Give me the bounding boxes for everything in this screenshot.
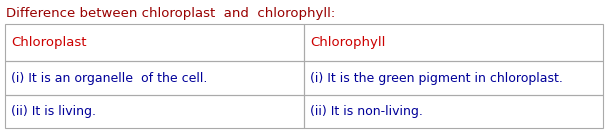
Text: Difference between chloroplast  and  chlorophyll:: Difference between chloroplast and chlor… xyxy=(6,7,335,20)
Text: (i) It is the green pigment in chloroplast.: (i) It is the green pigment in chloropla… xyxy=(310,72,563,85)
Bar xyxy=(5,24,304,61)
Text: (ii) It is living.: (ii) It is living. xyxy=(11,105,96,118)
Text: Chloroplast: Chloroplast xyxy=(11,36,86,49)
Bar xyxy=(304,95,603,128)
Text: (i) It is an organelle  of the cell.: (i) It is an organelle of the cell. xyxy=(11,72,207,85)
Bar xyxy=(304,61,603,95)
Text: (ii) It is non-living.: (ii) It is non-living. xyxy=(310,105,423,118)
Text: Chlorophyll: Chlorophyll xyxy=(310,36,385,49)
Bar xyxy=(5,95,304,128)
Bar xyxy=(5,61,304,95)
Bar xyxy=(304,24,603,61)
